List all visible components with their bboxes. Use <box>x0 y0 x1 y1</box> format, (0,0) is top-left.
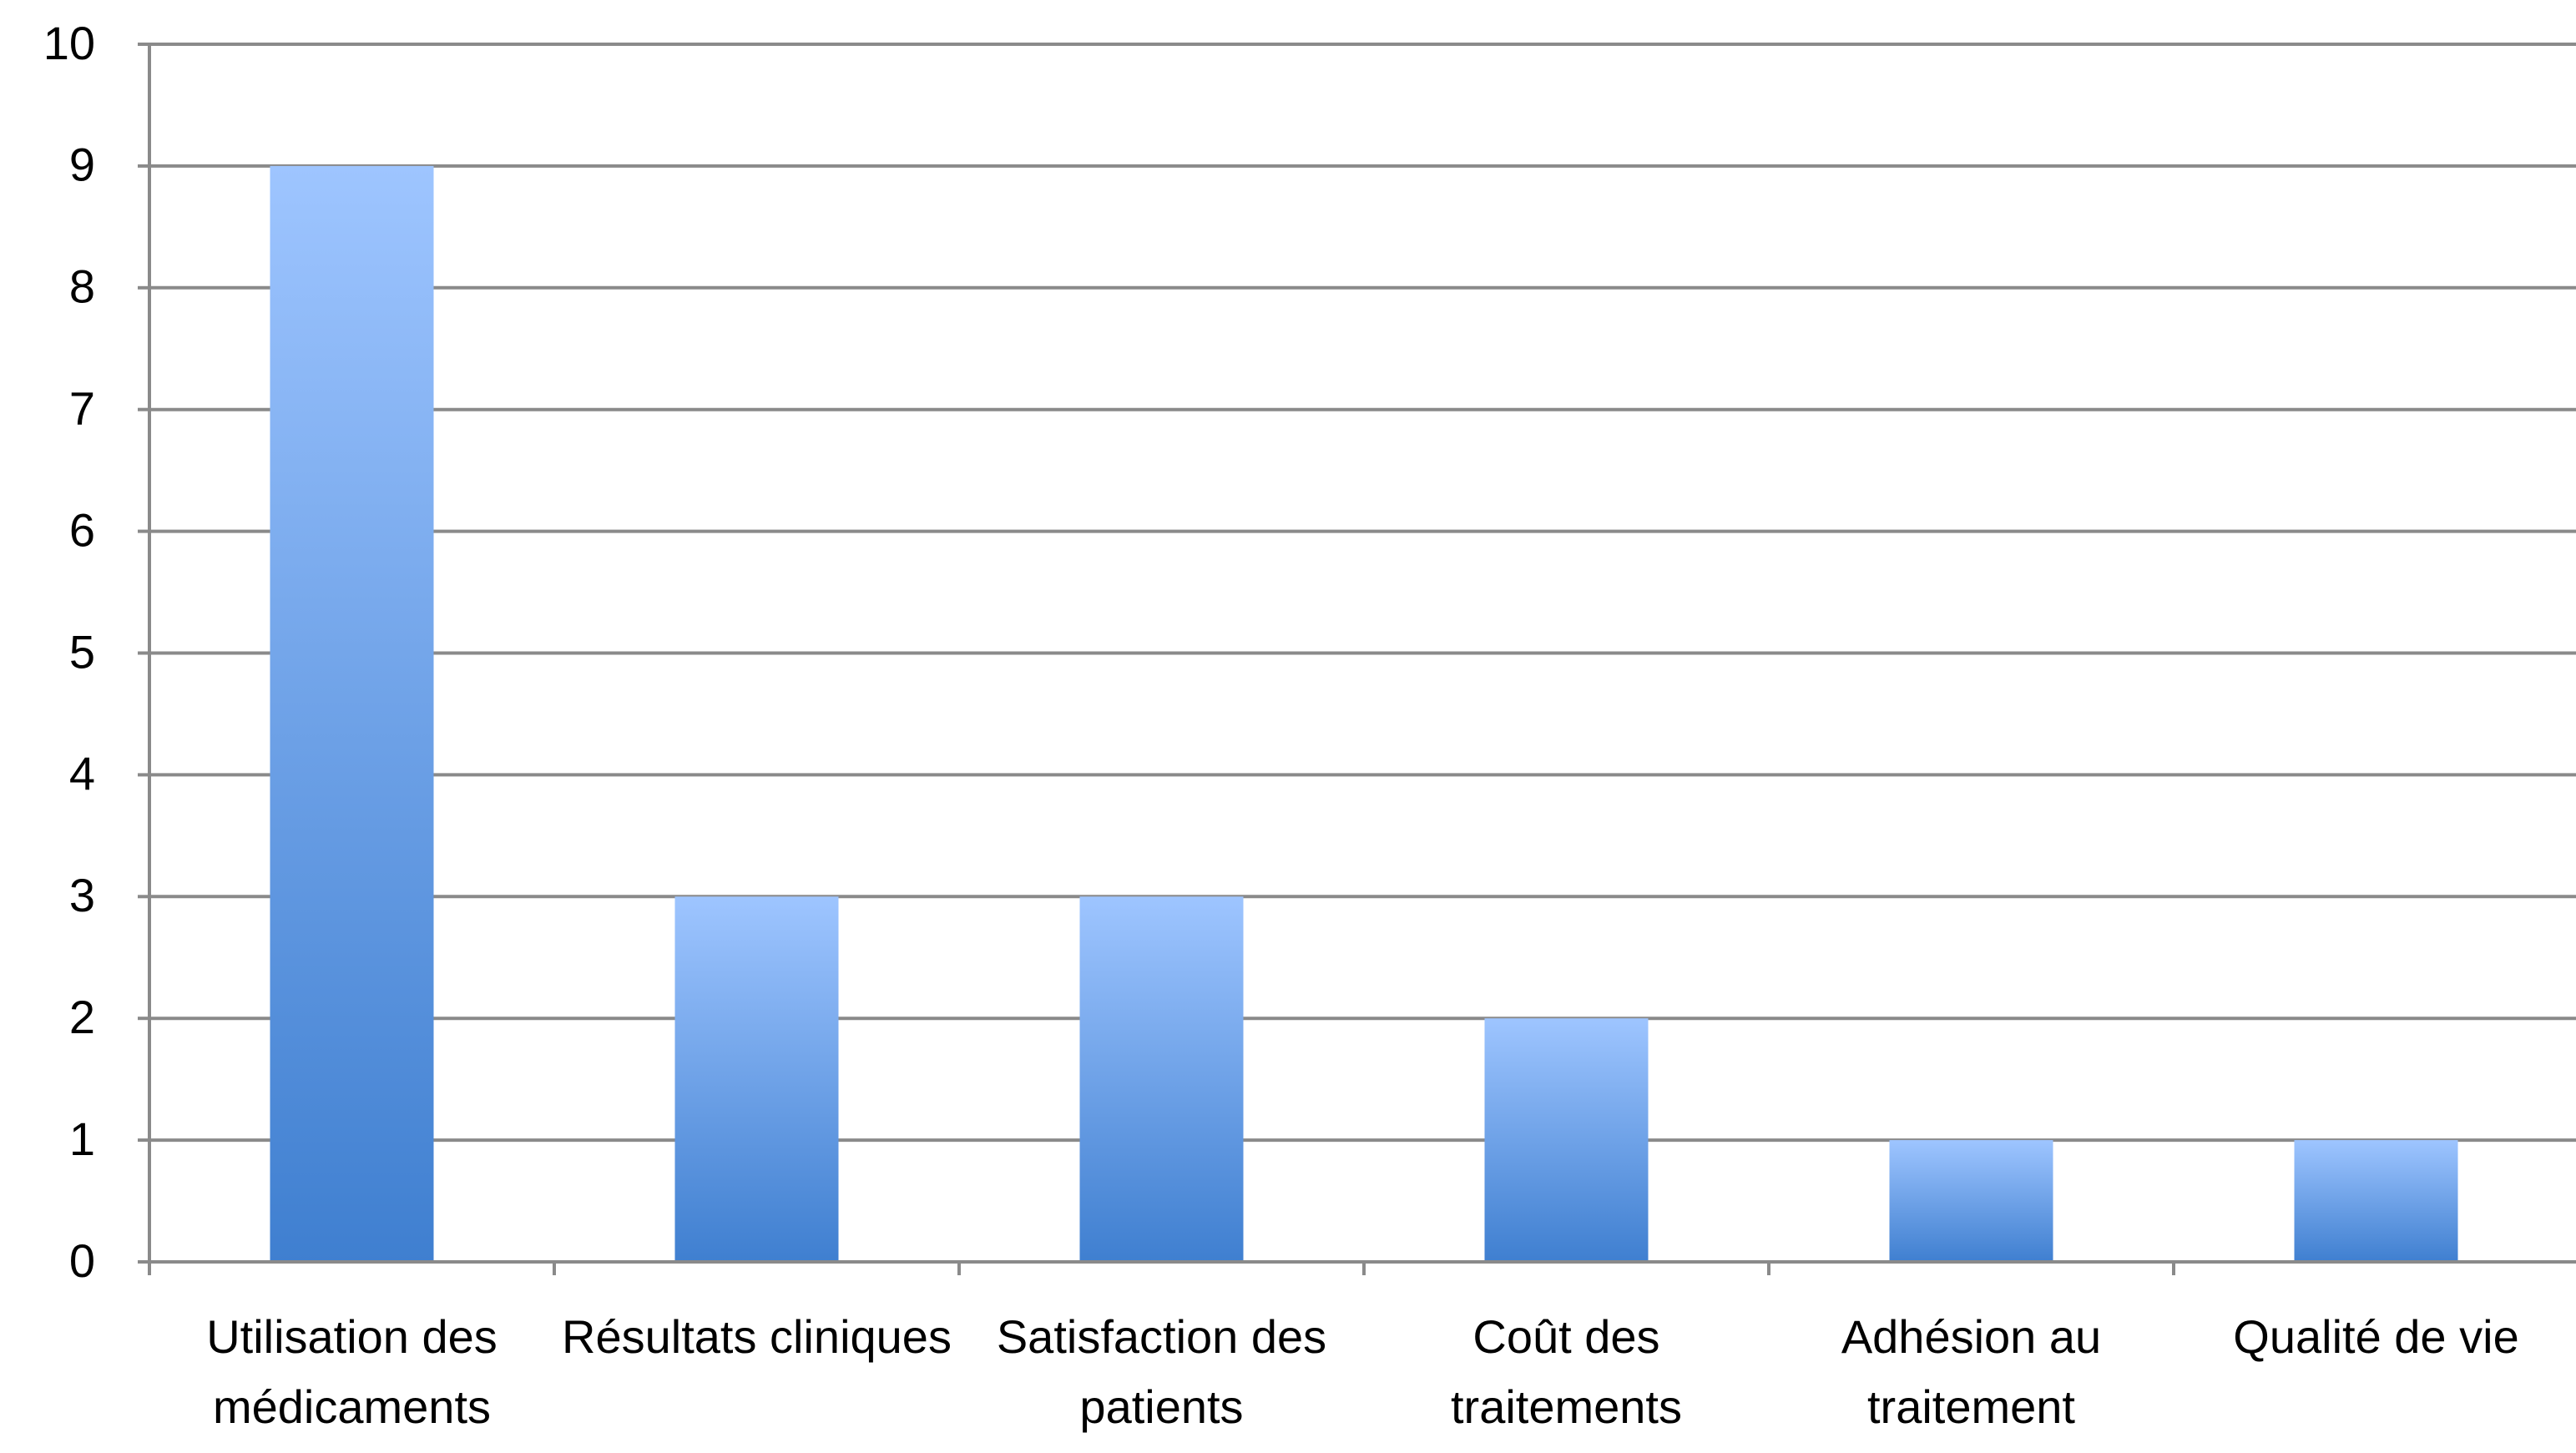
y-tick-label: 0 <box>69 1234 95 1287</box>
x-tick-label: Qualité de vie <box>2233 1310 2519 1363</box>
y-tick-label: 6 <box>69 503 95 556</box>
bar <box>674 896 839 1262</box>
bar <box>1079 896 1244 1262</box>
x-tick-label: Adhésion au traitement <box>1841 1310 2102 1433</box>
y-tick-label: 5 <box>69 625 95 678</box>
x-tick-label-box: Résultats cliniques <box>562 1310 952 1363</box>
y-tick-label: 3 <box>69 869 95 921</box>
x-tick-label: Coût des traitements <box>1451 1310 1682 1433</box>
y-tick-label: 1 <box>69 1112 95 1165</box>
x-tick-label-box: Qualité de vie <box>2233 1310 2519 1363</box>
x-tick-label-box: Adhésion au traitement <box>1841 1310 2102 1433</box>
x-tick-label-box: Utilisation des médicaments <box>206 1310 498 1433</box>
bar <box>1484 1018 1649 1262</box>
y-tick-label: 2 <box>69 991 95 1043</box>
x-tick-label: Résultats cliniques <box>562 1310 952 1363</box>
x-tick-label: Utilisation des médicaments <box>206 1310 498 1433</box>
y-tick-label: 10 <box>43 17 95 69</box>
y-tick-label: 9 <box>69 139 95 191</box>
bar <box>270 165 434 1262</box>
bar <box>2294 1140 2458 1262</box>
x-tick-label-box: Satisfaction des patients <box>996 1310 1327 1433</box>
y-tick-label: 4 <box>69 747 95 800</box>
bar <box>1889 1140 2053 1262</box>
x-tick-label-box: Coût des traitements <box>1451 1310 1682 1433</box>
y-tick-label: 7 <box>69 381 95 434</box>
y-tick-label: 8 <box>69 260 95 313</box>
x-tick-label: Satisfaction des patients <box>996 1310 1327 1433</box>
